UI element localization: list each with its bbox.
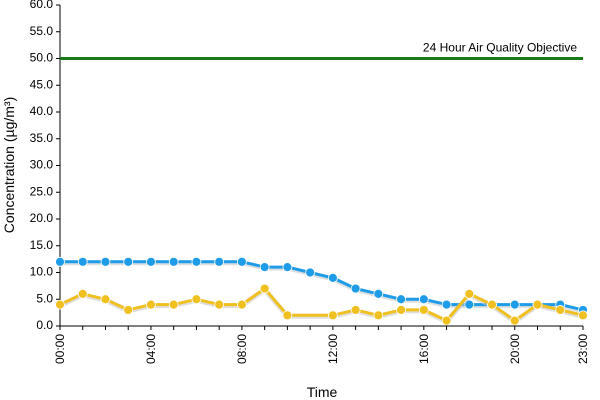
series-2-point — [464, 288, 475, 299]
x-tick-label: 20:00 — [508, 334, 522, 364]
series-2-point — [487, 299, 497, 310]
y-tick-label: 0.0 — [36, 318, 53, 332]
series-1-point — [464, 299, 475, 310]
series-layer — [55, 256, 588, 326]
series-1-line — [60, 260, 584, 312]
series-1-point — [168, 256, 179, 267]
y-tick-label: 45.0 — [30, 77, 54, 91]
series-2-point — [146, 299, 156, 310]
series-1-point — [259, 262, 270, 273]
series-1-point — [305, 267, 316, 278]
y-tick-label: 20.0 — [30, 211, 54, 225]
series-2-point — [418, 305, 429, 315]
series-1 — [55, 256, 588, 315]
series-1-point — [396, 294, 406, 305]
x-tick-label: 12:00 — [326, 334, 340, 364]
series-2-point — [282, 310, 293, 321]
series-2-point — [259, 283, 270, 294]
series-1-point — [418, 294, 429, 305]
y-tick-label: 55.0 — [30, 24, 54, 38]
y-tick-label: 5.0 — [36, 291, 53, 305]
series-2-point — [509, 315, 520, 326]
series-2-point — [214, 299, 225, 310]
series-2-point — [555, 305, 566, 315]
y-tick-label: 60.0 — [30, 0, 54, 11]
series-1-point — [373, 288, 384, 299]
reference-layer: 24 Hour Air Quality Objective — [60, 41, 583, 60]
series-2-point — [55, 299, 65, 310]
series-2-point — [77, 288, 88, 299]
x-tick-label: 00:00 — [53, 334, 67, 364]
series-1-point — [441, 299, 452, 310]
x-axis-title: Time — [307, 384, 338, 400]
y-tick-label: 10.0 — [30, 265, 54, 279]
x-axis: 00:00 04:00 08:00 12:00 16:00 20:00 23:00 — [53, 326, 590, 364]
series-2-point — [123, 305, 134, 315]
x-tick-label: 04:00 — [144, 334, 158, 364]
y-tick-label: 40.0 — [30, 104, 54, 118]
series-2 — [55, 283, 588, 326]
x-tick-label: 16:00 — [417, 334, 431, 364]
y-tick-label: 30.0 — [30, 158, 54, 172]
series-1-point — [123, 256, 134, 267]
series-1-point — [77, 256, 88, 267]
y-tick-label: 25.0 — [30, 184, 54, 198]
series-2-point — [237, 299, 247, 310]
reference-line-label: 24 Hour Air Quality Objective — [423, 41, 577, 55]
series-1-point — [100, 256, 111, 267]
series-2-point — [327, 310, 338, 321]
x-tick-label: 23:00 — [576, 334, 590, 364]
series-1-point — [146, 256, 156, 267]
series-2-point — [578, 310, 588, 321]
series-2-point — [100, 294, 111, 305]
y-axis: 0.0 5.0 10.0 15.0 20.0 25.0 30.0 35.0 40.0 45.0 50… — [30, 0, 60, 332]
series-1-point — [214, 256, 225, 267]
series-1-point — [350, 283, 361, 294]
y-tick-label: 50.0 — [30, 51, 54, 65]
series-1-point — [327, 272, 338, 283]
series-2-point — [441, 315, 452, 326]
y-tick-label: 15.0 — [30, 238, 54, 252]
series-1-point — [509, 299, 520, 310]
series-2-point — [396, 305, 406, 315]
x-tick-label: 08:00 — [235, 334, 249, 364]
series-2-point — [373, 310, 384, 321]
series-1-point — [282, 262, 293, 273]
series-1-point — [191, 256, 202, 267]
y-tick-label: 35.0 — [30, 131, 54, 145]
series-2-point — [168, 299, 179, 310]
series-2-point — [350, 305, 361, 315]
series-1-point — [237, 256, 247, 267]
series-1-point — [55, 256, 65, 267]
series-2-point — [532, 299, 543, 310]
series-2-point — [191, 294, 202, 305]
y-axis-title: Concentration (µg/m³) — [1, 97, 17, 233]
